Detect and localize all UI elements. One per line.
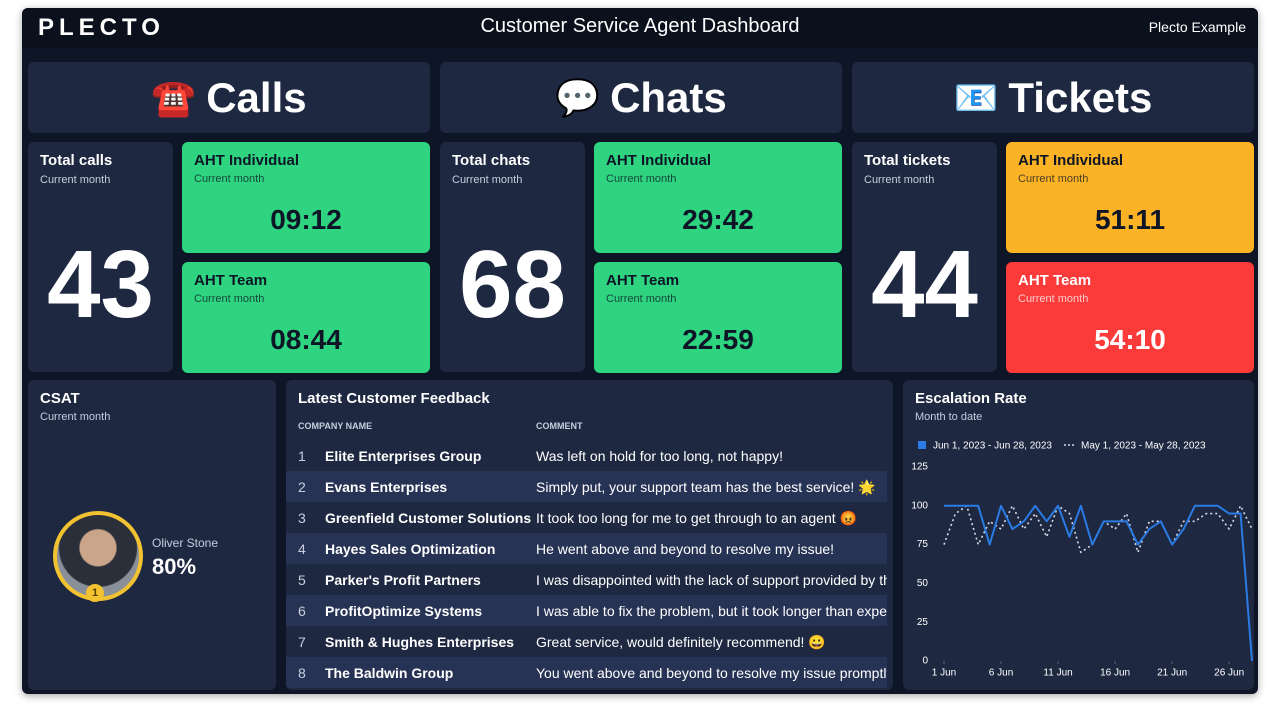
card-label: Latest Customer Feedback [298,390,490,407]
section-header: ☎️ Calls [28,62,430,133]
comment: It took too long for me to get through t… [536,510,857,526]
company-name: Parker's Profit Partners [325,572,481,588]
card-label: Total calls [40,152,113,169]
card-value: 43 [47,231,154,338]
comment: Great service, would definitely recommen… [536,634,826,650]
aht-card: AHT Individual Current month 29:42 [594,142,842,253]
company-name: Elite Enterprises Group [325,448,482,464]
card-period: Current month [1018,173,1089,185]
total-card: Total chats Current month 68 [440,142,585,372]
comment: Simply put, your support team has the be… [536,479,876,495]
card-label: AHT Team [194,272,268,289]
card-period: Current month [864,174,935,186]
card-period: Current month [606,293,677,305]
section-title: Tickets [1008,73,1153,121]
chart-subtitle: Month to date [915,411,983,423]
card-label: Total tickets [864,152,951,169]
card-value: 29:42 [682,204,754,235]
column-header: COMPANY NAME [298,421,373,431]
row-number: 5 [298,572,306,588]
company-name: Evans Enterprises [325,479,448,495]
comment: You went above and beyond to resolve my … [536,665,887,681]
row-number: 2 [298,479,306,495]
section-icon: ☎️ [151,76,197,118]
card-label: AHT Individual [1018,152,1123,169]
table-row: 5 Parker's Profit Partners I was disappoin… [286,564,887,595]
chart-title: Escalation Rate [915,390,1027,407]
column-header: COMMENT [536,421,583,431]
table-row: 1 Elite Enterprises Group Was left on hold… [286,440,887,471]
card-value: 51:11 [1094,204,1166,235]
aht-card: AHT Team Current month 54:10 [1006,262,1254,373]
row-number: 1 [298,448,306,464]
table-row: 2 Evans Enterprises Simply put, your suppo… [286,471,887,502]
section-icon: 💬 [555,76,601,118]
card-label: AHT Team [1018,272,1092,289]
csat-value: 80% [152,554,197,579]
total-card: Total tickets Current month 44 [852,142,997,372]
table-row: 4 Hayes Sales Optimization He went above a… [286,533,887,564]
card-value: 08:44 [270,324,342,355]
card-label: CSAT [40,390,80,407]
company-name: Hayes Sales Optimization [325,541,496,557]
row-number: 8 [298,665,306,681]
section-title: Chats [610,73,727,121]
section-title: Calls [206,73,307,121]
card-label: AHT Team [606,272,680,289]
card-period: Current month [452,174,523,186]
feedback-card: Latest Customer Feedback COMPANY NAME COMM… [286,380,893,690]
row-number: 3 [298,510,306,526]
company-name: Smith & Hughes Enterprises [325,634,515,650]
card-value: 22:59 [682,324,754,355]
card-period: Current month [194,293,265,305]
card-period: Current month [606,173,677,185]
agent-name: Oliver Stone [152,536,219,550]
card-value: 44 [871,231,978,338]
card-period: Current month [194,173,265,185]
section-header: 💬 Chats [440,62,842,133]
table-row: 3 Greenfield Customer Solutions It took to… [286,502,887,533]
row-number: 7 [298,634,306,650]
company-name: Greenfield Customer Solutions [325,510,532,526]
card-value: 09:12 [270,204,342,235]
card-label: AHT Individual [194,152,299,169]
table-row: 7 Smith & Hughes Enterprises Great service… [286,626,887,657]
dashboard-title: Customer Service Agent Dashboard [480,15,800,37]
comment: I was disappointed with the lack of supp… [536,572,887,588]
rank-badge: 1 [86,584,104,602]
card-label: AHT Individual [606,152,711,169]
comment: I was able to fix the problem, but it to… [536,603,887,619]
section-icon: 📧 [953,76,999,118]
account-name: Plecto Example [1148,19,1246,35]
section-header: 📧 Tickets [852,62,1254,133]
card-label: Total chats [452,152,531,169]
row-number: 4 [298,541,306,557]
row-number: 6 [298,603,306,619]
chart-card: Escalation Rate Month to date [903,380,1254,690]
csat-card: CSAT Current month 1 Oliver Stone 80% [28,380,276,690]
card-value: 68 [459,231,566,338]
total-card: Total calls Current month 43 [28,142,173,372]
company-name: ProfitOptimize Systems [325,603,483,619]
company-name: The Baldwin Group [325,665,454,681]
card-period: Current month [1018,293,1089,305]
card-value: 54:10 [1094,324,1166,355]
top-bar [22,8,1258,48]
aht-card: AHT Team Current month 08:44 [182,262,430,373]
aht-card: AHT Team Current month 22:59 [594,262,842,373]
card-period: Current month [40,411,111,423]
comment: He went above and beyond to resolve my i… [536,541,835,557]
comment: Was left on hold for too long, not happy… [536,448,783,464]
aht-card: AHT Individual Current month 51:11 [1006,142,1254,253]
table-row: 6 ProfitOptimize Systems I was able to fix… [286,595,887,626]
table-row: 8 The Baldwin Group You went above and bey… [286,657,887,688]
aht-card: AHT Individual Current month 09:12 [182,142,430,253]
logo: PLECTO [38,14,165,41]
card-period: Current month [40,174,111,186]
